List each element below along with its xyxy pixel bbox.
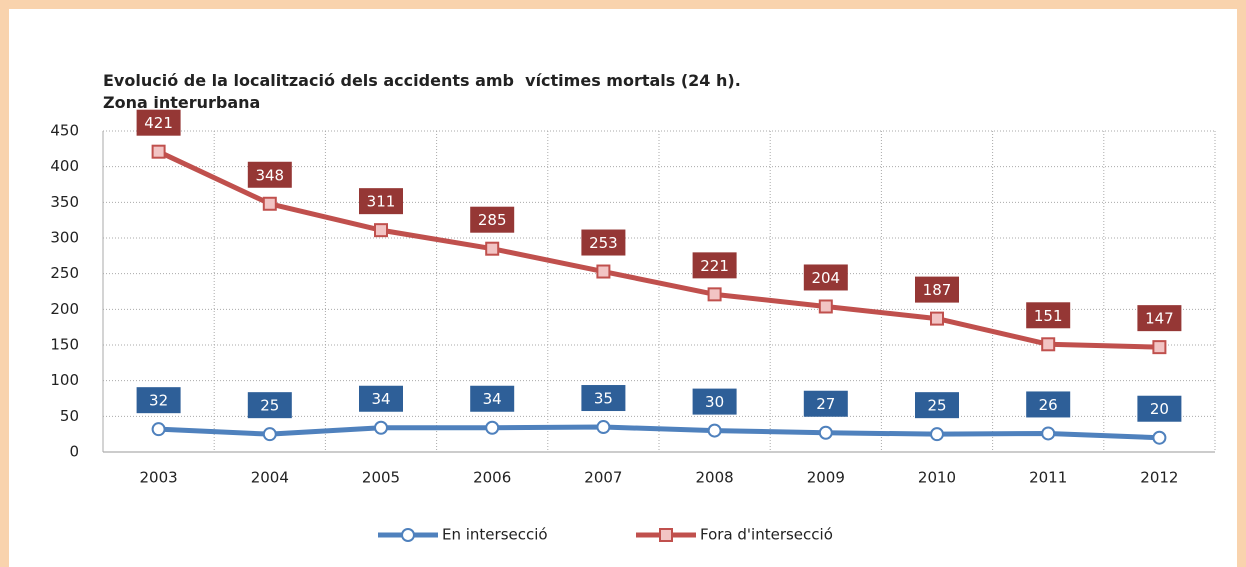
marker — [485, 241, 500, 256]
x-tick-label: 2008 — [696, 469, 734, 487]
label-box — [692, 388, 737, 415]
y-tick-label: 300 — [50, 229, 79, 247]
x-tick-label: 2007 — [584, 469, 622, 487]
y-tick-label: 50 — [60, 407, 79, 425]
data-label: 221 — [700, 257, 729, 275]
label-box — [1026, 391, 1071, 418]
x-tick-label: 2005 — [362, 469, 400, 487]
marker — [818, 425, 833, 440]
label-box — [1026, 302, 1071, 329]
x-tick-label: 2012 — [1140, 469, 1178, 487]
label-box — [470, 385, 515, 412]
marker — [262, 196, 277, 211]
label-box — [803, 264, 848, 291]
x-tick-label: 2006 — [473, 469, 511, 487]
x-tick-label: 2004 — [251, 469, 289, 487]
marker — [818, 299, 833, 314]
legend-label: En intersecció — [442, 526, 548, 544]
chart-title: Evolució de la localització dels acciden… — [103, 71, 741, 90]
y-tick-label: 0 — [69, 443, 79, 461]
marker — [485, 420, 500, 435]
x-tick-label: 2003 — [140, 469, 178, 487]
label-box — [915, 276, 959, 303]
data-label: 147 — [1145, 310, 1174, 328]
data-label: 187 — [923, 281, 952, 299]
y-tick-label: 350 — [50, 193, 79, 211]
marker — [151, 422, 166, 437]
data-label: 35 — [594, 390, 613, 408]
data-label: 25 — [927, 397, 946, 415]
label-box — [136, 387, 181, 414]
data-label: 311 — [367, 193, 396, 211]
data-label: 32 — [149, 392, 168, 410]
label-box — [247, 392, 292, 419]
frame-left — [0, 0, 9, 567]
x-tick-label: 2010 — [918, 469, 956, 487]
y-tick-label: 100 — [50, 371, 79, 389]
marker — [1152, 430, 1167, 445]
legend-marker — [659, 528, 673, 542]
data-label: 421 — [144, 114, 173, 132]
label-box — [581, 229, 626, 256]
legend-marker — [401, 528, 415, 542]
label-box — [803, 390, 848, 417]
series-line — [158, 424, 1160, 441]
marker — [1152, 340, 1167, 355]
data-label: 34 — [371, 390, 390, 408]
y-tick-label: 200 — [50, 300, 79, 318]
marker — [930, 311, 944, 326]
label-box — [247, 161, 292, 188]
data-label: 151 — [1034, 307, 1063, 325]
data-label: 25 — [260, 397, 279, 415]
marker — [596, 264, 611, 279]
y-tick-label: 400 — [50, 157, 79, 175]
data-label: 34 — [483, 390, 502, 408]
marker — [596, 420, 611, 435]
label-box — [470, 206, 515, 233]
marker — [930, 427, 944, 442]
label-box — [359, 385, 403, 412]
marker — [707, 423, 722, 438]
y-tick-label: 250 — [50, 264, 79, 282]
label-box — [1137, 305, 1182, 332]
data-label: 348 — [255, 166, 284, 184]
series-line — [157, 149, 1160, 350]
frame-right — [1237, 0, 1246, 567]
x-tick-label: 2011 — [1029, 469, 1067, 487]
data-label: 204 — [811, 269, 840, 287]
data-label: 20 — [1150, 400, 1169, 418]
marker — [374, 223, 388, 238]
marker — [1041, 337, 1056, 352]
label-box — [692, 252, 737, 279]
marker — [151, 144, 166, 159]
data-label: 285 — [478, 211, 507, 229]
y-tick-label: 450 — [50, 122, 79, 140]
marker — [707, 287, 722, 302]
data-label: 26 — [1039, 396, 1058, 414]
label-box — [915, 392, 959, 419]
marker — [1041, 426, 1056, 441]
data-label: 253 — [589, 234, 618, 252]
data-label: 27 — [816, 395, 835, 413]
marker — [374, 420, 388, 435]
legend-label: Fora d'intersecció — [700, 526, 833, 544]
chart-title: Zona interurbana — [103, 93, 260, 112]
x-tick-label: 2009 — [807, 469, 845, 487]
label-box — [1137, 395, 1182, 422]
label-box — [581, 385, 626, 412]
label-box — [359, 188, 403, 215]
marker — [262, 427, 277, 442]
y-tick-label: 150 — [50, 336, 79, 354]
frame-top — [0, 0, 1246, 9]
data-label: 30 — [705, 393, 724, 411]
label-box — [136, 109, 181, 136]
